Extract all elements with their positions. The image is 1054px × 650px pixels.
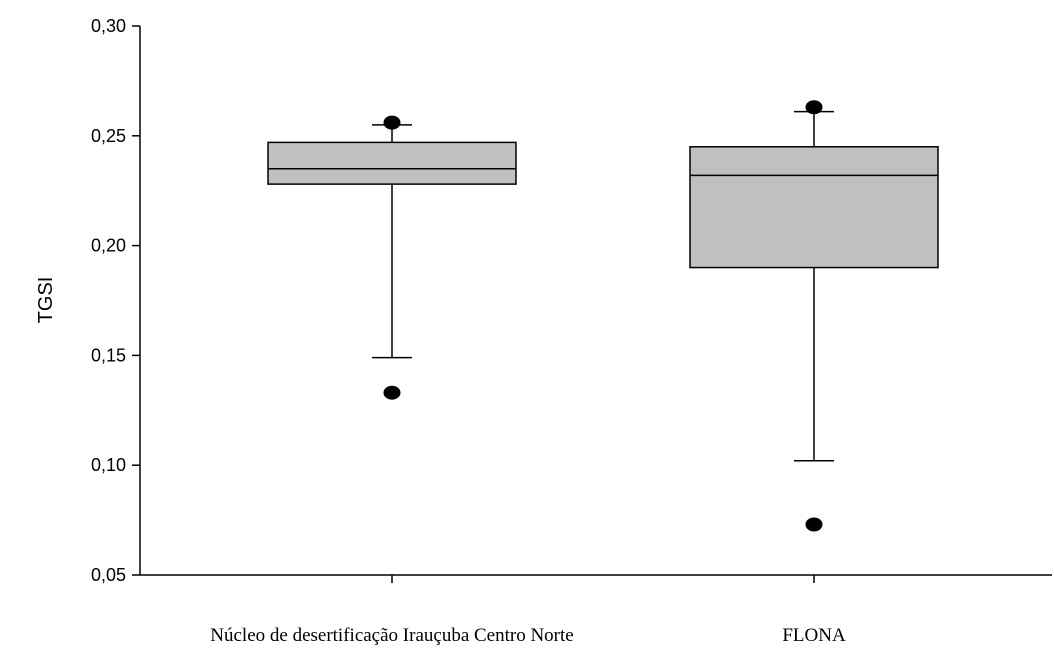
x-category-label: Núcleo de desertificação Irauçuba Centro…: [210, 625, 573, 646]
iqr-box: [267, 141, 517, 185]
y-tick-label: 0,20: [91, 236, 126, 256]
axes: [139, 26, 1052, 576]
y-tick-label: 0,30: [91, 16, 126, 36]
box-group: [267, 115, 517, 400]
x-ticks: Núcleo de desertificação Irauçuba Centro…: [210, 575, 846, 646]
y-axis-title: TGSI: [35, 277, 57, 324]
y-tick-label: 0,10: [91, 455, 126, 475]
boxes: [267, 100, 939, 532]
outlier-point: [805, 100, 823, 115]
iqr-box: [689, 146, 939, 269]
outlier-point: [383, 115, 401, 130]
x-category-label: FLONA: [782, 625, 846, 646]
box-group: [689, 100, 939, 532]
y-tick-label: 0,25: [91, 126, 126, 146]
y-ticks: 0,05 0,10 0,15 0,20 0,25 0,30: [91, 16, 140, 585]
y-tick-label: 0,05: [91, 565, 126, 585]
y-tick-label: 0,15: [91, 345, 126, 365]
outlier-point: [383, 385, 401, 400]
outlier-point: [805, 517, 823, 532]
